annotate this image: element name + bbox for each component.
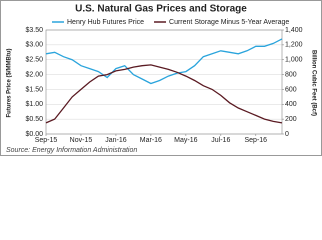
y2-tick-label: 1,000 — [285, 57, 303, 64]
y2-tick-label: 0 — [285, 131, 289, 138]
y2-tick-label: 400 — [285, 101, 297, 108]
x-tick-label: Jan-16 — [105, 137, 127, 144]
series-line — [45, 64, 283, 124]
frame — [0, 0, 322, 156]
y-tick-label: $1.50 — [25, 86, 43, 93]
y-axis-title: Futures Price ($/MMBtu) — [7, 48, 13, 117]
chart: U.S. Natural Gas Prices and Storage Futu… — [0, 0, 322, 156]
y2-tick-label: 600 — [285, 86, 297, 93]
y-tick-label: $3.50 — [25, 27, 43, 34]
y-tick-label: $2.00 — [25, 71, 43, 78]
x-tick-label: Mar-16 — [140, 137, 162, 144]
x-tick-label: Sep-16 — [244, 137, 267, 144]
x-tick-label: Nov-15 — [70, 137, 93, 144]
chart-title: U.S. Natural Gas Prices and Storage — [75, 4, 247, 15]
y2-tick-label: 800 — [285, 71, 297, 78]
legend-label: Henry Hub Futures Price — [67, 19, 144, 26]
y-tick-label: $3.00 — [25, 42, 43, 49]
series-line — [45, 38, 283, 85]
y-tick-label: $0.50 — [25, 116, 43, 123]
y-tick-label: $2.50 — [25, 57, 43, 64]
plot-border — [45, 29, 283, 135]
x-tick-label: Jul-16 — [211, 137, 230, 144]
y-tick-label: $0.00 — [25, 131, 43, 138]
page: U.S. Natural Gas Prices and Storage Futu… — [0, 0, 322, 156]
source: Source: Energy Information Administratio… — [6, 147, 137, 154]
y-tick-label: $1.00 — [25, 101, 43, 108]
legend-label: Current Storage Minus 5-Year Average — [169, 19, 289, 26]
y2-tick-label: 1,200 — [285, 42, 303, 49]
y2-tick-label: 200 — [285, 116, 297, 123]
y2-tick-label: 1,400 — [285, 27, 303, 34]
y2-axis-title: Billion Cubic Feet (Bcf) — [310, 50, 316, 116]
x-tick-label: May-16 — [174, 137, 197, 144]
x-tick-label: Sep-15 — [35, 137, 58, 144]
